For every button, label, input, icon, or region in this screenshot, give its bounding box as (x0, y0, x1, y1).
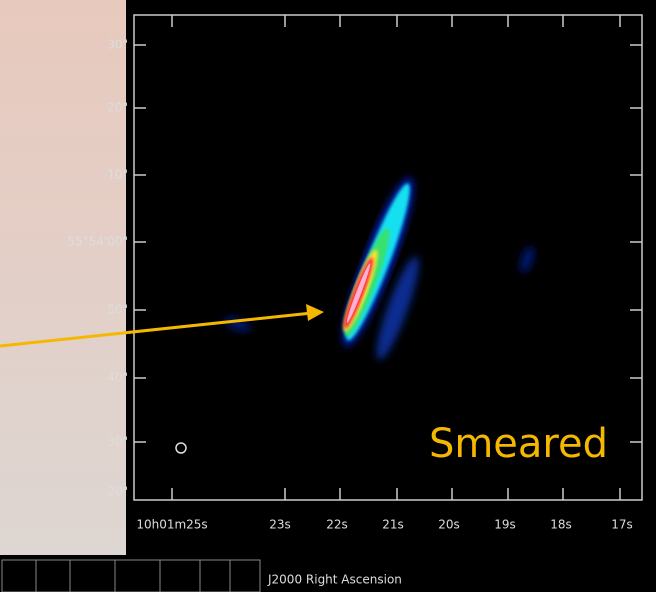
y-label: 40" (107, 371, 128, 385)
x-label: 19s (494, 518, 516, 532)
y-label: 55°54'00" (67, 235, 128, 249)
annotation: Smeared (429, 421, 608, 467)
y-label: 20" (107, 101, 128, 115)
x-label: 22s (326, 518, 348, 532)
x-label: 23s (269, 518, 291, 532)
x-label: 17s (611, 518, 633, 532)
screenshot: 30" 20" 10" 55°54'00" 50" 40" 30" 20" 10… (0, 0, 656, 592)
x-axis-title: J2000 Right Ascension (267, 573, 402, 587)
y-label: 30" (107, 38, 128, 52)
x-label: 21s (382, 518, 404, 532)
y-label: 30" (107, 435, 128, 449)
x-label: 10h01m25s (136, 518, 207, 532)
x-label: 20s (438, 518, 460, 532)
y-label: 10" (107, 168, 128, 182)
side-panel (0, 0, 126, 555)
x-label: 18s (550, 518, 572, 532)
y-label: 20" (107, 485, 128, 499)
y-label: 50" (107, 303, 128, 317)
page: 30" 20" 10" 55°54'00" 50" 40" 30" 20" 10… (0, 0, 656, 592)
